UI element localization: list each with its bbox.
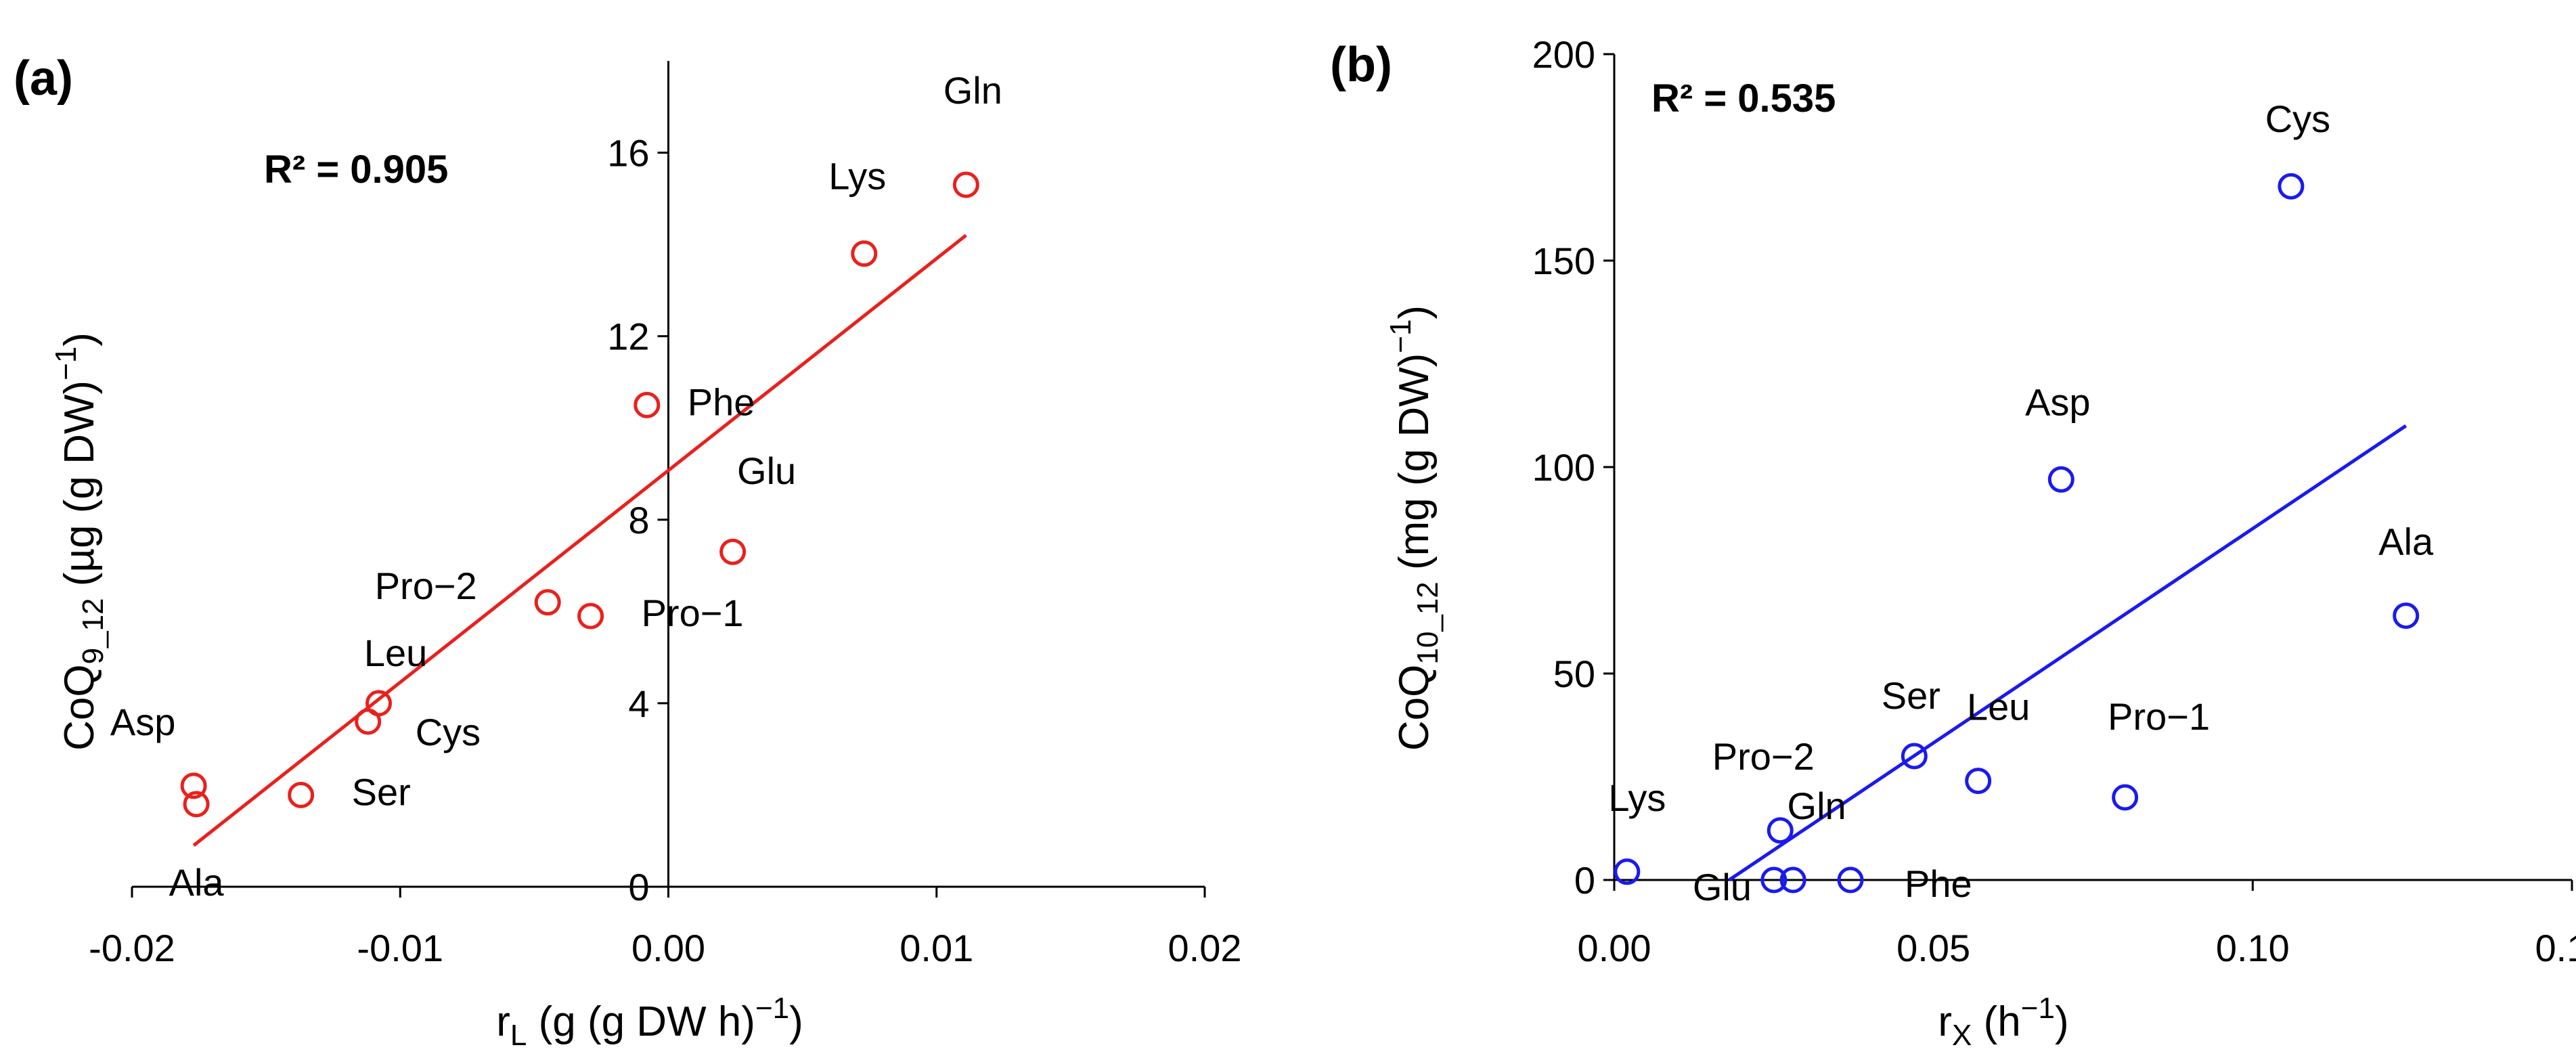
panel-b-data-point xyxy=(1767,817,1794,844)
panel-a-point-label: Leu xyxy=(364,632,427,674)
panel-b-point-label: Cys xyxy=(2265,97,2330,140)
panel-a-point-label: Lys xyxy=(828,155,886,198)
panel-b-r-squared: R² = 0.535 xyxy=(1651,76,1836,120)
panel-b-data-point xyxy=(1760,866,1787,894)
panel-a-y-tick-label: 12 xyxy=(607,315,649,358)
panel-b-y-axis-title: CoQ10_12 (mg (g DW)−1) xyxy=(1384,305,1444,751)
panel-a: (a) R² = 0.905 -0.02 -0.01 0.00 0.01 0.02 0 4 8… xyxy=(14,51,1242,1052)
panel-b-data-point xyxy=(1779,866,1806,894)
panel-a-y-tick-label: 4 xyxy=(628,682,649,725)
panel-a-point-label: Pro−2 xyxy=(375,565,477,607)
panel-a-trendline xyxy=(192,234,967,847)
panel-b-data-point xyxy=(2393,602,2420,630)
panel-b-point-label: Ser xyxy=(1882,674,1940,717)
panel-a-point-label: Ala xyxy=(169,861,225,904)
panel-b-tick-labels: 0.00 0.05 0.10 0.15 0 50 100 150 200 xyxy=(1532,33,2576,969)
panel-a-point-label: Glu xyxy=(737,449,796,492)
panel-a-point-label: Ser xyxy=(352,770,411,813)
panel-b-y-tick-label: 150 xyxy=(1532,240,1595,282)
panel-b-point-label: Ala xyxy=(2378,521,2434,563)
panel-b-label: (b) xyxy=(1330,38,1392,92)
panel-b-point-label: Glu xyxy=(1693,866,1752,908)
panel-b-trendline-group xyxy=(1728,424,2407,882)
panel-a-y-axis-title: CoQ9_12 (µg (g DW)−1) xyxy=(49,332,110,751)
panel-a-axes xyxy=(131,61,1206,898)
panel-a-x-axis-title: rL (g (g DW h)−1) xyxy=(496,992,803,1052)
panel-a-y-tick-label: 0 xyxy=(628,866,649,908)
panel-a-point-label: Cys xyxy=(416,711,481,753)
panel-a-point-label: Asp xyxy=(110,701,176,743)
panel-b-x-tick-label: 0.00 xyxy=(1578,927,1651,969)
panel-a-x-tick-label: 0.01 xyxy=(900,927,973,969)
panel-a-data-point xyxy=(183,791,210,818)
panel-b-point-label: Lys xyxy=(1608,776,1666,819)
panel-b-y-tick-label: 100 xyxy=(1532,446,1595,489)
panel-a-y-tick-label: 8 xyxy=(628,499,649,542)
panel-b-data-point xyxy=(2112,784,2139,811)
panel-a-data-point xyxy=(577,602,604,630)
panel-a-data-point xyxy=(180,772,207,799)
panel-b-data-point xyxy=(1837,866,1864,894)
panel-a-point-label: Phe xyxy=(688,380,755,423)
panel-a-tick-labels: -0.02 -0.01 0.00 0.01 0.02 0 4 8 12 16 xyxy=(89,132,1241,969)
panel-b-x-tick-label: 0.10 xyxy=(2216,927,2290,969)
panel-a-x-tick-label: -0.01 xyxy=(357,927,443,969)
panel-b-trendline xyxy=(1728,424,2407,882)
panel-a-x-tick-label: -0.02 xyxy=(89,927,175,969)
panel-b-point-label: Asp xyxy=(2025,380,2091,423)
panel-b-point-label: Gln xyxy=(1787,785,1846,827)
panel-b-point-labels: Cys Asp Ala Ser Leu Pro−1 Pro−2 Lys Gln Glu Phe xyxy=(1608,97,2434,908)
panel-b-x-axis-title: rX (h−1) xyxy=(1938,992,2068,1052)
panel-b-data-point xyxy=(1901,743,1928,770)
panel-a-data-point xyxy=(534,589,561,616)
panel-b-data-point xyxy=(1614,858,1641,885)
panel-b: (b) R² = 0.535 0.00 0.05 0.10 0.15 0 50 100 150… xyxy=(1330,33,2576,1052)
panel-a-data-point xyxy=(952,171,979,198)
panel-a-trendline-group xyxy=(192,234,967,847)
panel-b-y-tick-label: 200 xyxy=(1532,33,1595,76)
panel-a-point-label: Pro−1 xyxy=(642,592,744,634)
panel-b-data-point xyxy=(2278,173,2305,200)
panel-a-x-tick-label: 0.00 xyxy=(631,927,705,969)
panel-a-data-point xyxy=(634,391,661,418)
panel-a-points xyxy=(180,171,979,818)
panel-b-x-tick-label: 0.15 xyxy=(2535,927,2576,969)
panel-b-y-tick-label: 50 xyxy=(1553,653,1595,695)
panel-a-r-squared: R² = 0.905 xyxy=(264,148,448,192)
panel-a-data-point xyxy=(355,708,382,735)
panel-b-point-label: Leu xyxy=(1967,686,2030,728)
panel-b-point-label: Pro−2 xyxy=(1712,735,1815,778)
panel-a-label: (a) xyxy=(14,51,73,106)
panel-a-y-tick-label: 16 xyxy=(607,132,649,175)
panel-b-point-label: Phe xyxy=(1905,862,1972,905)
panel-b-data-point xyxy=(1965,768,1992,795)
panel-a-point-label: Gln xyxy=(943,69,1002,112)
panel-b-y-tick-label: 0 xyxy=(1574,859,1595,902)
panel-b-data-point xyxy=(2047,466,2074,493)
panel-a-data-point xyxy=(719,538,747,565)
panel-a-x-tick-label: 0.02 xyxy=(1168,927,1242,969)
panel-a-data-point xyxy=(288,781,315,808)
panel-b-points xyxy=(1614,173,2420,894)
panel-b-x-tick-label: 0.05 xyxy=(1896,927,1970,969)
panel-b-point-label: Pro−1 xyxy=(2108,695,2210,738)
panel-a-data-point xyxy=(851,240,878,267)
panel-b-axes xyxy=(1603,53,2573,891)
